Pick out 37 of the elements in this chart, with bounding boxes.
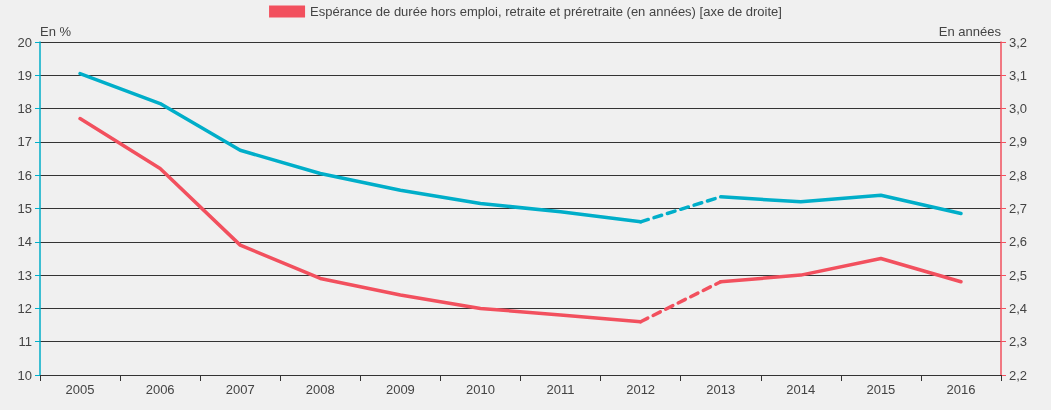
y-tick-label: 12 — [17, 300, 32, 316]
y-axis-title: En % — [40, 24, 72, 39]
y2-tick-label: 2,6 — [1009, 234, 1028, 250]
y-tick-label: 10 — [17, 367, 32, 383]
y2-tick-label: 3,1 — [1009, 67, 1028, 83]
x-tick-label: 2011 — [546, 382, 575, 397]
y2-tick-label: 2,3 — [1009, 334, 1028, 350]
y-tick-label: 19 — [17, 67, 32, 83]
x-tick-label: 2005 — [65, 382, 95, 397]
y2-tick-label: 2,8 — [1009, 167, 1028, 183]
x-tick-label: 2008 — [305, 382, 335, 397]
x-tick-label: 2010 — [466, 382, 495, 397]
x-tick-label: 2015 — [866, 382, 896, 397]
y2-tick-label: 2,5 — [1009, 267, 1028, 283]
x-tick-label: 2012 — [626, 382, 656, 397]
y-tick-label: 18 — [17, 101, 32, 117]
y2-tick-label: 3,0 — [1009, 101, 1028, 117]
y-tick-label: 15 — [17, 201, 32, 216]
y-tick-label: 20 — [17, 34, 32, 50]
x-tick-label: 2013 — [706, 382, 736, 397]
y-tick-label: 13 — [17, 267, 32, 283]
y2-axis-title: En années — [938, 24, 1002, 39]
x-tick-label: 2014 — [786, 382, 816, 397]
y-tick-label: 16 — [17, 167, 32, 183]
x-tick-label: 2006 — [145, 382, 175, 397]
x-tick-label: 2016 — [946, 382, 976, 397]
y-tick-label: 11 — [18, 334, 32, 350]
legend-label: Espérance de durée hors emploi, retraite et préretraite (en années) [axe de droite] — [310, 4, 782, 19]
y2-tick-label: 2,7 — [1009, 201, 1028, 216]
y-tick-label: 14 — [17, 234, 32, 250]
y-tick-label: 17 — [17, 134, 32, 150]
x-tick-label: 2009 — [385, 382, 415, 397]
x-tick-label: 2007 — [225, 382, 255, 397]
y2-tick-label: 3,2 — [1009, 34, 1028, 50]
y2-tick-label: 2,4 — [1009, 300, 1028, 316]
y2-tick-label: 2,2 — [1009, 367, 1028, 383]
y2-tick-label: 2,9 — [1009, 134, 1028, 150]
